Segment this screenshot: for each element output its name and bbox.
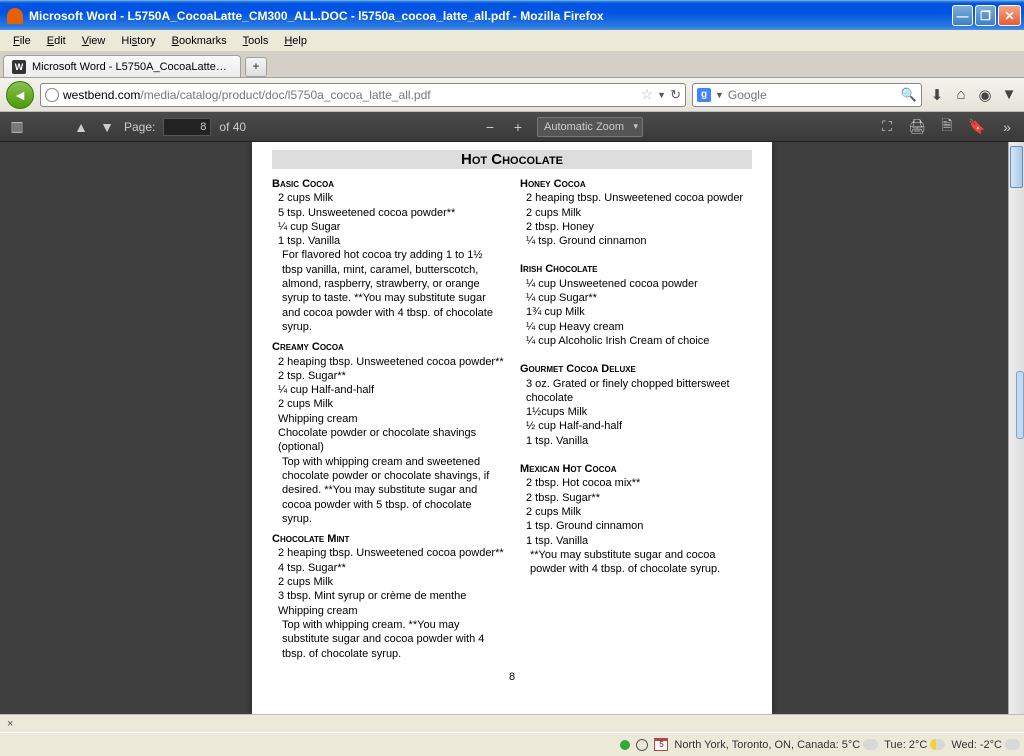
- downloads-button[interactable]: ⬇: [928, 86, 946, 104]
- tab-label: Microsoft Word - L5750A_CocoaLatte_CM30…: [32, 61, 232, 73]
- recipe-title: Gourmet Cocoa Deluxe: [520, 362, 752, 376]
- window-titlebar: Microsoft Word - L5750A_CocoaLatte_CM300…: [0, 0, 1024, 30]
- menu-bar: File Edit View History Bookmarks Tools H…: [0, 30, 1024, 52]
- page-number: 8: [272, 671, 752, 683]
- back-button[interactable]: ◄: [6, 81, 34, 109]
- url-text[interactable]: westbend.com/media/catalog/product/doc/l…: [63, 88, 637, 102]
- sidebar-toggle-button[interactable]: ▥: [8, 118, 26, 135]
- right-column: Honey Cocoa 2 heaping tbsp. Unsweetened …: [520, 177, 752, 661]
- url-bar[interactable]: westbend.com/media/catalog/product/doc/l…: [40, 83, 686, 107]
- maximize-button[interactable]: ❐: [975, 5, 996, 26]
- clock-icon[interactable]: [636, 739, 648, 751]
- menu-view[interactable]: View: [75, 33, 113, 49]
- recipe-title: Basic Cocoa: [272, 177, 504, 191]
- recipe-title: Honey Cocoa: [520, 177, 752, 191]
- tab-favicon: W: [12, 60, 26, 74]
- firefox-icon: [7, 8, 23, 24]
- pdf-viewport: Hot Chocolate Basic Cocoa 2 cups Milk 5 …: [0, 142, 1024, 714]
- search-input[interactable]: [728, 88, 897, 102]
- menu-file[interactable]: File: [6, 33, 38, 49]
- calendar-icon[interactable]: 5: [654, 738, 668, 751]
- window-title: Microsoft Word - L5750A_CocoaLatte_CM300…: [27, 9, 952, 23]
- next-page-button[interactable]: ▼: [98, 119, 116, 135]
- toolbar-overflow-icon[interactable]: ▼: [1000, 86, 1018, 103]
- menu-bookmarks[interactable]: Bookmarks: [165, 33, 234, 49]
- bookmark-star-icon[interactable]: ☆: [641, 86, 654, 103]
- side-scroll-indicator[interactable]: [1016, 371, 1024, 439]
- new-tab-button[interactable]: +: [245, 57, 267, 77]
- status-bar: ×: [0, 714, 1024, 732]
- scrollbar-thumb[interactable]: [1010, 146, 1023, 188]
- home-button[interactable]: ⌂: [952, 86, 970, 103]
- recipe-title: Irish Chocolate: [520, 262, 752, 276]
- weather-wed[interactable]: Wed: -2°C: [951, 739, 1020, 751]
- system-taskbar: 5 North York, Toronto, ON, Canada: 5°C T…: [0, 732, 1024, 756]
- cloud-icon: [863, 739, 878, 750]
- status-indicator-icon: [620, 740, 630, 750]
- search-go-icon[interactable]: 🔍: [901, 87, 917, 103]
- status-close-icon[interactable]: ×: [4, 718, 16, 730]
- page-input[interactable]: [163, 118, 211, 136]
- page-label: Page:: [124, 120, 155, 134]
- menu-tools[interactable]: Tools: [236, 33, 276, 49]
- zoom-in-button[interactable]: +: [509, 119, 527, 135]
- left-column: Basic Cocoa 2 cups Milk 5 tsp. Unsweeten…: [272, 177, 504, 661]
- zoom-select[interactable]: Automatic Zoom: [537, 117, 643, 137]
- recipe-title: Mexican Hot Cocoa: [520, 462, 752, 476]
- bookmark-button[interactable]: 🔖: [968, 118, 986, 135]
- search-engine-dropdown-icon[interactable]: ▼: [715, 90, 724, 100]
- reload-button[interactable]: ↻: [670, 87, 681, 103]
- sun-cloud-icon: [930, 739, 945, 750]
- tools-menu-button[interactable]: »: [998, 119, 1016, 135]
- menu-help[interactable]: Help: [277, 33, 314, 49]
- pdf-page: Hot Chocolate Basic Cocoa 2 cups Milk 5 …: [252, 142, 772, 714]
- weather-tue[interactable]: Tue: 2°C: [884, 739, 945, 751]
- browser-tab[interactable]: W Microsoft Word - L5750A_CocoaLatte_CM3…: [3, 55, 241, 77]
- fullscreen-button[interactable]: ⛶: [878, 118, 896, 135]
- recipe-title: Chocolate Mint: [272, 532, 504, 546]
- tab-bar: W Microsoft Word - L5750A_CocoaLatte_CM3…: [0, 52, 1024, 78]
- cloud-icon: [1005, 739, 1020, 750]
- page-total: of 40: [219, 120, 246, 134]
- print-button[interactable]: 🖨: [908, 118, 926, 135]
- doc-title: Hot Chocolate: [272, 150, 752, 169]
- menu-edit[interactable]: Edit: [40, 33, 73, 49]
- search-engine-icon[interactable]: g: [697, 88, 711, 102]
- url-dropdown-icon[interactable]: ▼: [657, 90, 666, 100]
- nav-toolbar: ◄ westbend.com/media/catalog/product/doc…: [0, 78, 1024, 112]
- addon-button[interactable]: ◉: [976, 86, 994, 104]
- pdf-toolbar: ▥ ▲ ▼ Page: of 40 − + Automatic Zoom ⛶ 🖨…: [0, 112, 1024, 142]
- weather-location[interactable]: North York, Toronto, ON, Canada: 5°C: [674, 739, 878, 751]
- minimize-button[interactable]: —: [952, 5, 973, 26]
- download-button[interactable]: 🗎: [938, 115, 956, 139]
- recipe-title: Creamy Cocoa: [272, 340, 504, 354]
- zoom-out-button[interactable]: −: [481, 119, 499, 135]
- close-button[interactable]: ✕: [998, 5, 1021, 26]
- prev-page-button[interactable]: ▲: [72, 119, 90, 135]
- menu-history[interactable]: History: [114, 33, 162, 49]
- search-bar[interactable]: g ▼ 🔍: [692, 83, 922, 107]
- site-identity-icon[interactable]: [45, 88, 59, 102]
